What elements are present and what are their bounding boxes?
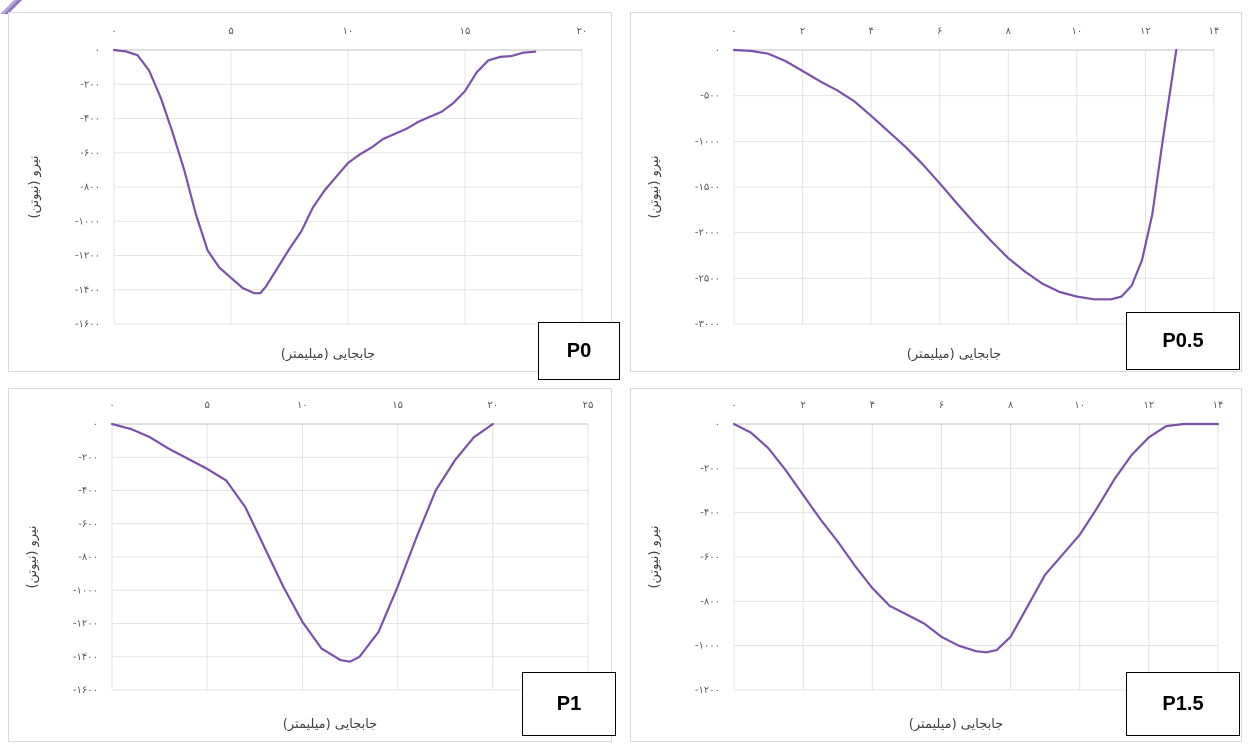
y-tick-label: -۶۰۰ <box>700 552 720 563</box>
x-tick-label: ۰ <box>111 26 116 37</box>
chart-panel-p1: ۰ ۵ ۱۰ ۱۵ ۲۰ ۲۵ ۰ -۲۰۰ -۴۰۰ -۶۰۰ -۸۰۰ -۱۰۰۰ -۱۲۰۰ -۱۴… <box>8 388 616 742</box>
y-tick-label: ۰ <box>715 419 720 430</box>
y-tick-label: -۳۰۰۰ <box>695 319 720 330</box>
x-tick-label: ۰ <box>731 400 736 411</box>
series-line <box>732 48 1178 301</box>
y-tick-label: -۵۰۰ <box>700 91 720 102</box>
y-tick-label: -۱۶۰۰ <box>73 685 98 696</box>
y-tick-label: -۴۰۰ <box>700 508 720 519</box>
chart-panel-p0: ۰ ۵ ۱۰ ۱۵ ۲۰ ۰ -۲۰۰ -۴۰۰ -۶۰۰ -۸۰۰ -۱۰۰۰ -۱۲۰۰ -۱۴۰۰… <box>8 12 620 380</box>
x-tick-label: ۱۰ <box>343 26 354 37</box>
panel-label: P1 <box>522 672 616 736</box>
y-axis-label: نیرو (نیوتن) <box>647 155 662 218</box>
y-tick-label: ۰ <box>93 419 98 430</box>
y-tick-label: -۸۰۰ <box>700 596 720 607</box>
chart-svg-p1: ۰ ۵ ۱۰ ۱۵ ۲۰ ۲۵ ۰ -۲۰۰ -۴۰۰ -۶۰۰ -۸۰۰ -۱۰۰۰ -۱۲۰۰ -۱۴… <box>8 388 612 742</box>
y-tick-label: -۲۰۰ <box>80 79 100 90</box>
y-tick-label: -۲۰۰ <box>78 452 98 463</box>
panel-label: P1.5 <box>1126 672 1240 736</box>
y-tick-label: ۰ <box>715 45 720 56</box>
x-tick-label: ۵ <box>228 26 233 37</box>
chart-svg-p0: ۰ ۵ ۱۰ ۱۵ ۲۰ ۰ -۲۰۰ -۴۰۰ -۶۰۰ -۸۰۰ -۱۰۰۰ -۱۲۰۰ -۱۴۰۰… <box>8 12 612 372</box>
x-axis-label: جابجایی (میلیمتر) <box>909 717 1003 732</box>
y-axis-label: نیرو (نیوتن) <box>25 525 40 588</box>
x-tick-label: ۱۵ <box>460 26 471 37</box>
chart-svg-p15: ۰ ۲ ۴ ۶ ۸ ۱۰ ۱۲ ۱۴ ۰ -۲۰۰ -۴۰۰ -۶۰۰ -۸۰۰ -۱۰۰۰ -۱۲۰۰ جا… <box>630 388 1242 742</box>
x-tick-label: ۱۰ <box>1074 400 1085 411</box>
y-tick-label: -۱۲۰۰ <box>695 685 720 696</box>
x-tick-label: ۶ <box>939 400 944 411</box>
y-tick-label: -۱۵۰۰ <box>695 182 720 193</box>
x-tick-label: ۱۲ <box>1140 26 1151 37</box>
x-tick-label: ۱۴ <box>1213 400 1224 411</box>
x-tick-label: ۸ <box>1008 400 1014 411</box>
chart-svg-p05: ۰ ۲ ۴ ۶ ۸ ۱۰ ۱۲ ۱۴ ۰ -۵۰۰ -۱۰۰۰ -۱۵۰۰ -۲۰۰۰ -۲۵۰۰ -۳۰۰… <box>630 12 1242 372</box>
chart-panel-p05: ۰ ۲ ۴ ۶ ۸ ۱۰ ۱۲ ۱۴ ۰ -۵۰۰ -۱۰۰۰ -۱۵۰۰ -۲۰۰۰ -۲۵۰۰ -۳۰۰… <box>630 12 1242 372</box>
y-tick-label: ۰ <box>95 45 100 56</box>
y-tick-label: -۱۲۰۰ <box>75 251 100 262</box>
x-axis-label: جابجایی (میلیمتر) <box>283 717 377 732</box>
x-tick-label: ۶ <box>937 26 942 37</box>
y-tick-label: -۱۰۰۰ <box>695 136 720 147</box>
y-tick-label: -۸۰۰ <box>78 552 98 563</box>
x-tick-label: ۰ <box>109 400 114 411</box>
x-tick-label: ۰ <box>731 26 736 37</box>
y-tick-label: -۱۴۰۰ <box>73 652 98 663</box>
y-axis-label: نیرو (نیوتن) <box>647 525 662 588</box>
panel-label: P0 <box>538 322 620 380</box>
x-tick-label: ۲ <box>800 400 805 411</box>
x-tick-label: ۴ <box>870 400 875 411</box>
x-tick-label: ۱۰ <box>1071 26 1082 37</box>
y-tick-label: -۶۰۰ <box>78 519 98 530</box>
y-tick-label: -۱۲۰۰ <box>73 619 98 630</box>
y-tick-label: -۱۰۰۰ <box>73 585 98 596</box>
x-tick-label: ۲۵ <box>583 400 594 411</box>
y-axis-label: نیرو (نیوتن) <box>27 155 42 218</box>
chart-panel-p15: ۰ ۲ ۴ ۶ ۸ ۱۰ ۱۲ ۱۴ ۰ -۲۰۰ -۴۰۰ -۶۰۰ -۸۰۰ -۱۰۰۰ -۱۲۰۰ جا… <box>630 388 1242 742</box>
x-tick-label: ۱۰ <box>297 400 308 411</box>
y-tick-label: -۱۰۰۰ <box>75 216 100 227</box>
series-line <box>732 422 1220 654</box>
x-tick-label: ۸ <box>1006 26 1012 37</box>
y-tick-label: -۲۰۰۰ <box>695 228 720 239</box>
y-tick-label: -۲۰۰ <box>700 463 720 474</box>
corner-decoration-icon <box>0 0 22 14</box>
y-tick-label: -۱۶۰۰ <box>75 319 100 330</box>
x-tick-label: ۴ <box>868 26 873 37</box>
x-tick-label: ۱۴ <box>1209 26 1220 37</box>
chart-frame <box>630 12 1242 372</box>
chart-frame <box>630 388 1242 742</box>
series-line <box>110 422 494 663</box>
y-tick-label: -۴۰۰ <box>80 114 100 125</box>
x-tick-label: ۵ <box>205 400 210 411</box>
y-tick-label: -۶۰۰ <box>80 148 100 159</box>
y-tick-label: -۸۰۰ <box>80 182 100 193</box>
y-tick-label: -۲۵۰۰ <box>695 273 720 284</box>
x-tick-label: ۱۲ <box>1143 400 1154 411</box>
x-tick-label: ۲۰ <box>487 400 498 411</box>
x-tick-label: ۲ <box>800 26 805 37</box>
chart-frame <box>8 388 612 742</box>
y-tick-label: -۴۰۰ <box>78 486 98 497</box>
chart-frame <box>8 12 612 372</box>
x-axis-label: جابجایی (میلیمتر) <box>907 347 1001 362</box>
y-tick-label: -۱۰۰۰ <box>695 641 720 652</box>
series-line <box>112 48 537 295</box>
x-tick-label: ۱۵ <box>392 400 403 411</box>
x-tick-label: ۲۰ <box>577 26 588 37</box>
y-tick-label: -۱۴۰۰ <box>75 285 100 296</box>
panel-label: P0.5 <box>1126 312 1240 370</box>
x-axis-label: جابجایی (میلیمتر) <box>281 347 375 362</box>
